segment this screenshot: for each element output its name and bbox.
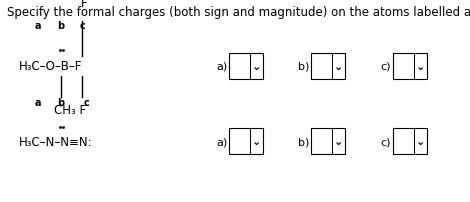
Text: b): b) bbox=[298, 136, 310, 146]
Text: H₃C–O–B–F: H₃C–O–B–F bbox=[19, 60, 82, 73]
Text: b): b) bbox=[298, 62, 310, 72]
Text: H₃C–N–N≡N:: H₃C–N–N≡N: bbox=[19, 135, 93, 148]
Text: b: b bbox=[57, 21, 65, 31]
Bar bbox=[393, 54, 427, 80]
Text: c: c bbox=[79, 21, 85, 31]
Text: a): a) bbox=[216, 62, 227, 72]
Bar bbox=[311, 54, 345, 80]
Bar bbox=[393, 128, 427, 155]
Text: c): c) bbox=[381, 136, 391, 146]
Bar bbox=[311, 128, 345, 155]
Text: c: c bbox=[84, 97, 90, 107]
Text: a: a bbox=[34, 21, 41, 31]
Text: ⌄: ⌄ bbox=[416, 62, 425, 72]
Text: ⌄: ⌄ bbox=[251, 136, 261, 146]
Text: Specify the formal charges (both sign and magnitude) on the atoms labelled a-c.: Specify the formal charges (both sign an… bbox=[7, 6, 470, 19]
Bar bbox=[229, 128, 263, 155]
Text: a: a bbox=[34, 97, 41, 107]
Text: ⌄: ⌄ bbox=[251, 62, 261, 72]
Bar bbox=[229, 54, 263, 80]
Text: a): a) bbox=[216, 136, 227, 146]
Text: b: b bbox=[57, 97, 65, 107]
Text: ⌄: ⌄ bbox=[334, 136, 343, 146]
Text: c): c) bbox=[381, 62, 391, 72]
Text: F: F bbox=[81, 0, 87, 10]
Text: ⌄: ⌄ bbox=[334, 62, 343, 72]
Text: CH₃ F: CH₃ F bbox=[54, 103, 86, 116]
Text: ⌄: ⌄ bbox=[416, 136, 425, 146]
